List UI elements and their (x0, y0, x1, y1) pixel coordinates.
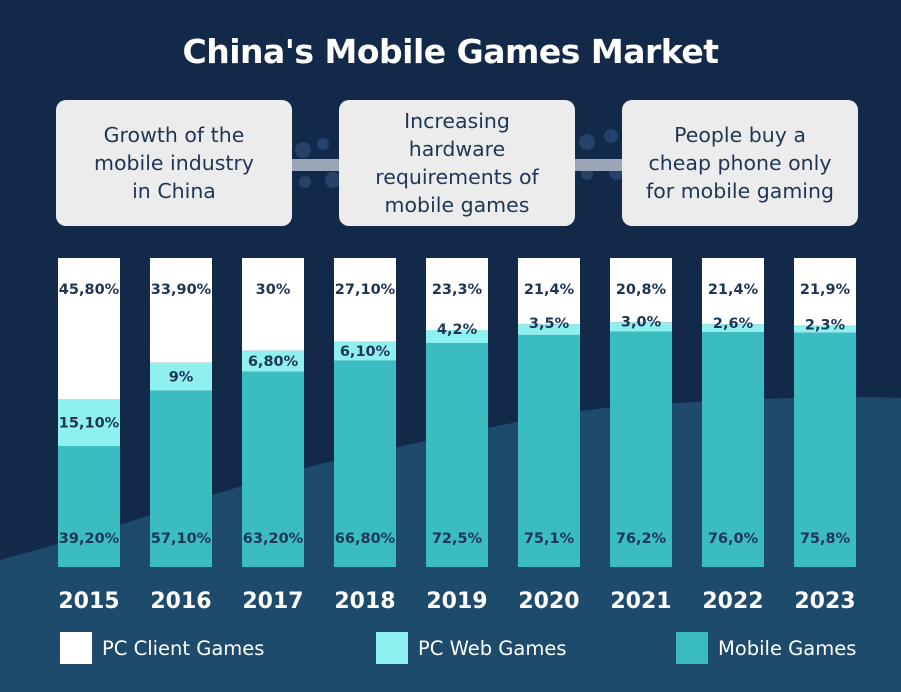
legend-swatch-mobile (676, 632, 708, 664)
data-label-pc-web-2015: 15,10% (59, 416, 120, 432)
connector-1 (290, 159, 342, 171)
reason-card-mobile-industry: Growth of the mobile industry in China (56, 100, 292, 226)
bar-pc-web-2017 (242, 350, 304, 372)
data-label-pc-client-2015: 45,80% (59, 282, 120, 298)
x-tick-label-2015: 2015 (58, 589, 119, 614)
data-label-pc-client-2022: 21,4% (708, 282, 759, 298)
data-label-mobile-2018: 66,80% (335, 531, 396, 547)
data-label-mobile-2021: 76,2% (616, 531, 667, 547)
data-label-mobile-2015: 39,20% (59, 531, 120, 547)
bar-pc-client-2017 (242, 258, 304, 351)
data-label-pc-client-2017: 30% (256, 282, 291, 298)
bar-pc-web-2015 (58, 399, 120, 446)
data-label-pc-web-2017: 6,80% (248, 354, 299, 370)
reason-card-hardware-requirements: Increasing hardware requirements of mobi… (339, 100, 575, 226)
bar-pc-web-2022 (702, 324, 764, 333)
reason-card-cheap-phone: People buy a cheap phone only for mobile… (622, 100, 858, 226)
x-tick-label-2018: 2018 (334, 589, 395, 614)
legend-swatch-pc-client (60, 632, 92, 664)
data-label-mobile-2016: 57,10% (151, 531, 212, 547)
bar-pc-client-2021 (610, 258, 672, 323)
page-title: China's Mobile Games Market (182, 32, 720, 71)
decorative-dots-left (295, 138, 341, 188)
bar-mobile-2021 (610, 331, 672, 567)
bar-pc-client-2016 (150, 258, 212, 363)
data-label-mobile-2022: 76,0% (708, 531, 759, 547)
data-label-pc-web-2016: 9% (169, 370, 194, 386)
bar-mobile-2018 (334, 360, 396, 567)
data-label-mobile-2020: 75,1% (524, 531, 575, 547)
bar-mobile-2015 (58, 445, 120, 567)
data-label-pc-client-2020: 21,4% (524, 282, 575, 298)
bar-pc-web-2018 (334, 341, 396, 361)
bar-mobile-2017 (242, 371, 304, 567)
bar-pc-client-2023 (794, 258, 856, 326)
data-label-pc-client-2016: 33,90% (151, 282, 212, 298)
bar-pc-web-2019 (426, 329, 488, 343)
bar-pc-client-2018 (334, 258, 396, 342)
bar-pc-client-2019 (426, 258, 488, 330)
stacked-bar-chart: 39,20% 15,10% 45,80% 2015 57,10% 9% 33,90% 2016… (58, 258, 856, 614)
legend-item-mobile: Mobile Games (676, 632, 856, 664)
bar-mobile-2016 (150, 390, 212, 567)
x-tick-label-2021: 2021 (610, 589, 671, 614)
bar-pc-web-2021 (610, 322, 672, 332)
x-tick-label-2019: 2019 (426, 589, 487, 614)
legend-swatch-pc-web (376, 632, 408, 664)
data-label-pc-web-2021: 3,0% (621, 314, 662, 330)
bar-pc-client-2020 (518, 258, 580, 325)
bar-mobile-2020 (518, 334, 580, 567)
legend-item-pc-client: PC Client Games (60, 632, 264, 664)
data-label-pc-web-2023: 2,3% (805, 318, 846, 334)
x-tick-label-2017: 2017 (242, 589, 303, 614)
bar-pc-web-2023 (794, 325, 856, 333)
legend-label-mobile: Mobile Games (718, 636, 857, 660)
bar-pc-web-2016 (150, 362, 212, 391)
legend-label-pc-client: PC Client Games (102, 636, 265, 660)
data-label-pc-web-2019: 4,2% (437, 322, 478, 338)
data-label-pc-client-2018: 27,10% (335, 282, 396, 298)
data-label-mobile-2017: 63,20% (243, 531, 304, 547)
bar-mobile-2019 (426, 342, 488, 567)
data-label-pc-web-2018: 6,10% (340, 344, 391, 360)
connector-2 (573, 159, 625, 171)
data-label-pc-client-2023: 21,9% (800, 282, 851, 298)
legend-item-pc-web: PC Web Games (376, 632, 567, 664)
bar-mobile-2022 (702, 332, 764, 567)
data-label-pc-web-2020: 3,5% (529, 316, 570, 332)
bar-pc-web-2020 (518, 324, 580, 335)
data-label-pc-web-2022: 2,6% (713, 316, 754, 332)
x-tick-label-2016: 2016 (150, 589, 211, 614)
data-label-mobile-2023: 75,8% (800, 531, 851, 547)
data-label-mobile-2019: 72,5% (432, 531, 483, 547)
bar-pc-client-2022 (702, 258, 764, 325)
legend-label-pc-web: PC Web Games (418, 636, 567, 660)
data-label-pc-client-2021: 20,8% (616, 282, 667, 298)
bar-mobile-2023 (794, 332, 856, 567)
data-label-pc-client-2019: 23,3% (432, 282, 483, 298)
x-tick-label-2020: 2020 (518, 589, 579, 614)
x-tick-label-2022: 2022 (702, 589, 763, 614)
x-tick-label-2023: 2023 (794, 589, 855, 614)
bar-pc-client-2015 (58, 258, 120, 400)
